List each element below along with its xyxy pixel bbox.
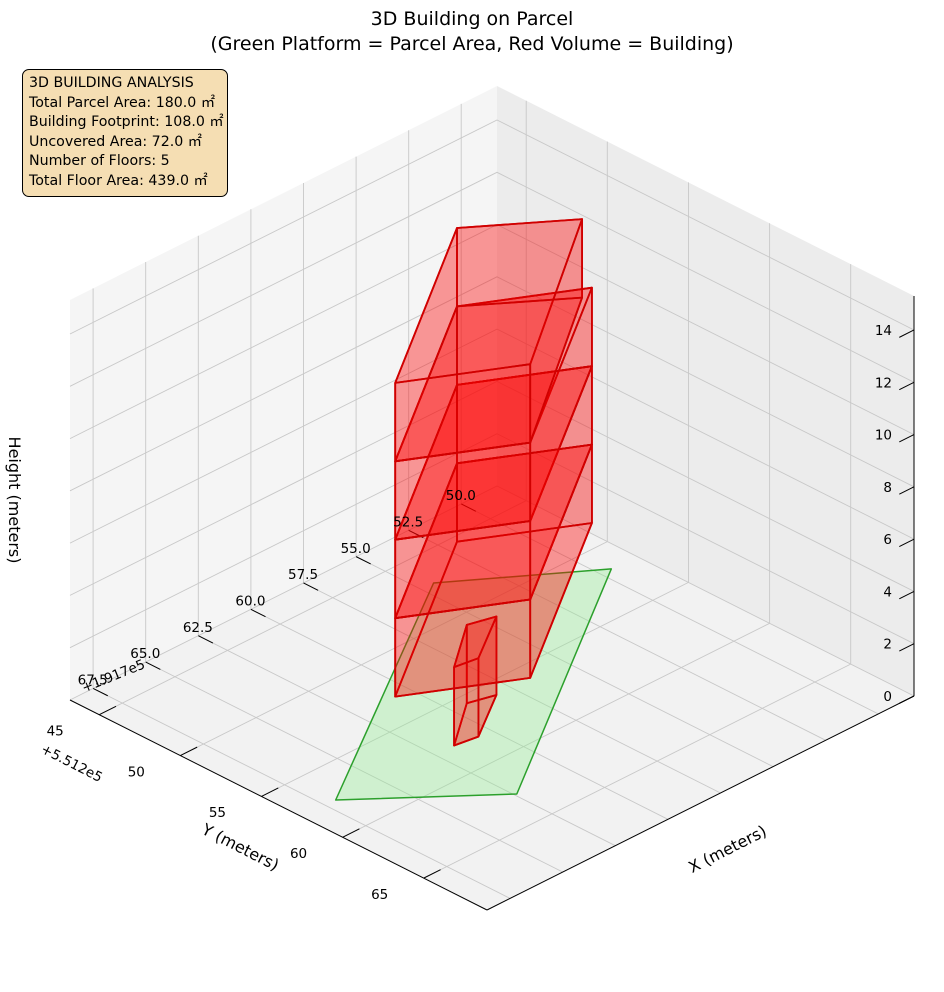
z-tick-mark: [899, 590, 915, 600]
y-offset-label: +5.512e5: [38, 741, 105, 786]
info-total-parcel-area: Total Parcel Area: 180.0 ㎡: [29, 94, 216, 111]
y-tick-label: 45: [47, 723, 64, 739]
x-tick-mark: [355, 556, 371, 565]
grid-line-z: [69, 485, 915, 701]
y-axis-line: [69, 699, 488, 911]
x-tick-label: 55.0: [341, 541, 371, 557]
z-tick-mark: [899, 538, 915, 547]
x-tick-label: 50.0: [446, 488, 476, 504]
y-tick-label: 65: [371, 887, 388, 903]
y-tick-label: 55: [209, 805, 226, 821]
grid-line-z: [69, 171, 915, 387]
y-tick-label: 60: [290, 846, 307, 862]
info-building-footprint: Building Footprint: 108.0 ㎡: [29, 114, 224, 130]
floor-1-side: [453, 657, 480, 747]
z-tick-label: 10: [875, 428, 892, 444]
chart-title: 3D Building on Parcel: [371, 8, 574, 30]
z-tick-mark: [899, 695, 915, 704]
x-tick-mark: [303, 582, 319, 591]
x-tick-label: 52.5: [393, 514, 423, 530]
z-tick-mark: [899, 434, 915, 443]
x-tick-label: 67.5: [78, 673, 108, 689]
x-tick-mark: [461, 503, 477, 512]
x-tick-mark: [92, 687, 108, 697]
z-tick-label: 8: [883, 480, 892, 496]
axis-lines: [69, 296, 915, 911]
info-total-floor-area: Total Floor Area: 439.0 ㎡: [29, 172, 208, 189]
y-tick-mark: [261, 787, 279, 797]
x-tick-label: 60.0: [235, 594, 265, 610]
x-tick-mark: [145, 661, 161, 670]
info-heading: 3D BUILDING ANALYSIS: [29, 75, 194, 91]
grid-line-z: [69, 328, 915, 544]
floor-pane: [70, 486, 914, 910]
z-tick-mark: [899, 643, 915, 652]
chart-marks: [334, 218, 613, 801]
chart-subtitle: (Green Platform = Parcel Area, Red Volum…: [210, 33, 733, 55]
y-axis-title: Y (meters): [198, 819, 282, 874]
analysis-info-box: 3D BUILDING ANALYSIS Total Parcel Area: …: [22, 69, 228, 197]
z-tick-label: 12: [875, 375, 892, 391]
x-tick-mark: [198, 635, 214, 644]
z-tick-mark: [899, 329, 915, 338]
z-tick-mark: [899, 486, 915, 495]
grid-line-z: [69, 276, 915, 492]
x-axis-line: [486, 695, 915, 911]
axis-panes: [70, 86, 914, 910]
grid-line-z: [69, 119, 915, 335]
z-tick-label: 6: [883, 532, 892, 548]
grid-line-z: [69, 433, 915, 649]
y-tick-mark: [423, 869, 441, 879]
z-tick-mark: [899, 381, 915, 391]
x-tick-mark: [250, 608, 266, 618]
grid-lines: [69, 100, 915, 899]
z-axis-title: Height (meters): [5, 437, 24, 564]
back-pane-left: [497, 86, 914, 696]
z-tick-label: 2: [883, 637, 892, 653]
z-tick-label: 4: [883, 584, 892, 600]
info-number-of-floors: Number of Floors: 5: [29, 153, 170, 169]
y-tick-mark: [342, 828, 360, 838]
y-tick-mark: [180, 746, 198, 757]
y-tick-label: 50: [128, 764, 145, 780]
z-tick-label: 0: [883, 689, 892, 705]
floor-2-side: [394, 598, 532, 698]
x-tick-label: 62.5: [183, 620, 213, 636]
x-axis-title: X (meters): [685, 821, 769, 877]
back-pane-right: [70, 86, 497, 700]
grid-line-z: [69, 380, 915, 596]
z-tick-label: 14: [875, 323, 892, 339]
x-tick-label: 57.5: [288, 567, 318, 583]
parcel-platform: [334, 568, 613, 801]
y-tick-mark: [98, 705, 117, 716]
info-uncovered-area: Uncovered Area: 72.0 ㎡: [29, 133, 202, 150]
x-tick-label: 65.0: [130, 646, 160, 662]
